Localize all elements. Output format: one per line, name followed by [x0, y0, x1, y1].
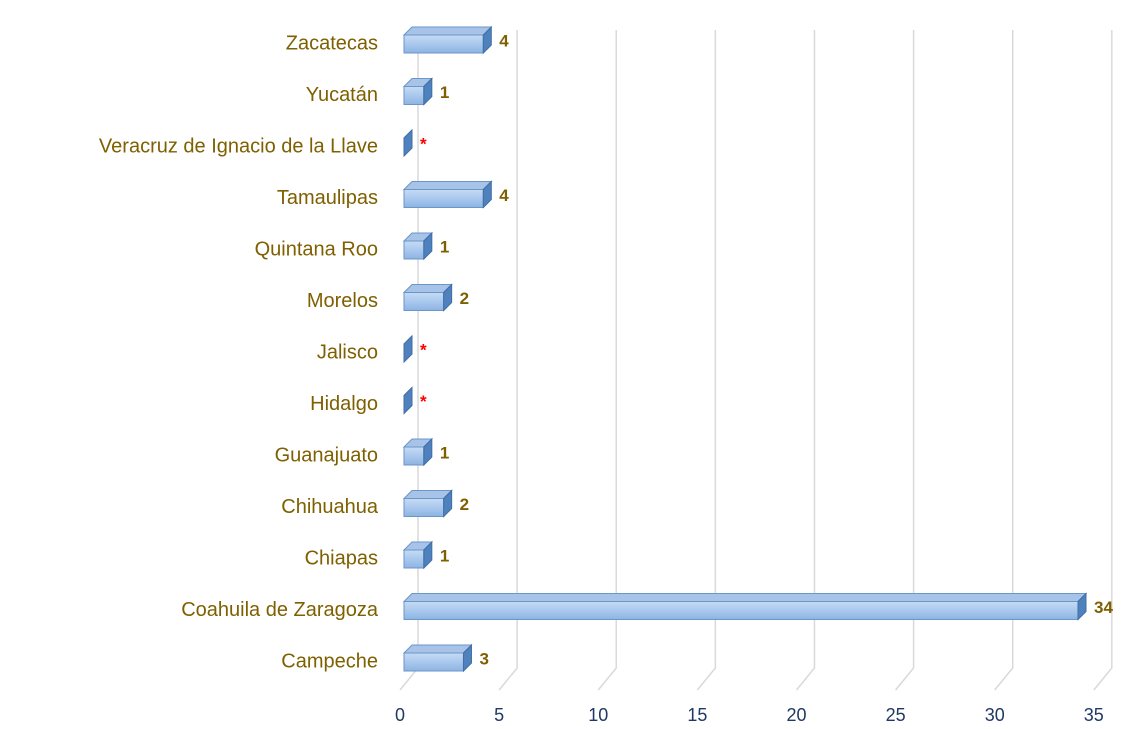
- bar: [403, 652, 464, 672]
- bar: [403, 86, 425, 105]
- y-tick-label: Coahuila de Zaragoza: [181, 599, 379, 621]
- bar-side: [403, 386, 413, 415]
- grid-line: [399, 30, 419, 691]
- x-tick-label: 15: [687, 705, 707, 725]
- grid-line: [895, 30, 915, 691]
- bar: [403, 240, 425, 260]
- bar-side: [403, 128, 413, 158]
- data-label: *: [420, 134, 427, 153]
- x-tick-label: 25: [886, 705, 906, 725]
- bar: [403, 601, 1079, 620]
- x-tick-label: 35: [1084, 705, 1104, 725]
- data-label: 1: [440, 237, 449, 256]
- bar-side: [443, 489, 453, 518]
- bar: [403, 292, 445, 311]
- bar-side: [1077, 592, 1087, 621]
- data-label: 4: [499, 31, 509, 50]
- y-tick-label: Guanajuato: [275, 444, 378, 466]
- y-tick-label: Chihuahua: [281, 496, 379, 518]
- data-label: 4: [499, 186, 509, 205]
- data-label: 2: [460, 495, 469, 514]
- y-tick-label: Chiapas: [305, 547, 378, 569]
- y-tick-label: Zacatecas: [286, 32, 378, 54]
- bar-side: [423, 231, 433, 261]
- x-tick-label: 0: [395, 705, 405, 725]
- grid-line: [1093, 30, 1113, 691]
- bar-top: [402, 181, 493, 190]
- y-tick-label: Yucatán: [306, 84, 378, 106]
- data-label: 3: [479, 649, 488, 668]
- y-tick-label: Hidalgo: [310, 393, 378, 415]
- grid-line: [994, 30, 1014, 691]
- bar: [403, 34, 484, 54]
- bar-side: [403, 334, 413, 364]
- grid-line: [696, 30, 717, 691]
- bar-side: [482, 180, 492, 209]
- bar-side: [423, 77, 433, 106]
- bar: [403, 189, 484, 208]
- y-tick-label: Campeche: [281, 650, 378, 672]
- x-tick-label: 10: [588, 705, 608, 725]
- data-label: 1: [440, 546, 449, 565]
- x-tick-label: 30: [985, 705, 1005, 725]
- data-label: *: [420, 340, 427, 359]
- bar-top: [402, 26, 493, 36]
- bar: [403, 498, 445, 517]
- y-tick-label: Morelos: [307, 290, 378, 312]
- y-tick-label: Tamaulipas: [277, 187, 378, 209]
- bar-side: [482, 25, 492, 55]
- x-tick-label: 5: [494, 705, 504, 725]
- data-label: *: [420, 392, 427, 411]
- y-tick-label: Jalisco: [317, 341, 378, 363]
- bar-side: [423, 437, 433, 467]
- bar: [403, 549, 425, 569]
- grid-line: [498, 30, 518, 691]
- data-label: 1: [440, 83, 449, 102]
- y-tick-label: Veracruz de Ignacio de la Llave: [99, 135, 378, 157]
- bar-top: [402, 644, 473, 654]
- bar-side: [443, 283, 453, 312]
- bar: [403, 446, 425, 466]
- data-label: 2: [460, 289, 469, 308]
- data-label: 34: [1094, 598, 1113, 617]
- grid-line: [795, 30, 816, 691]
- bar-side: [462, 643, 472, 673]
- x-tick-label: 20: [786, 705, 806, 725]
- bar-top: [402, 593, 1088, 602]
- y-tick-label: Quintana Roo: [255, 238, 378, 260]
- bar-side: [423, 540, 433, 570]
- data-label: 1: [440, 443, 449, 462]
- grid-line: [597, 30, 617, 691]
